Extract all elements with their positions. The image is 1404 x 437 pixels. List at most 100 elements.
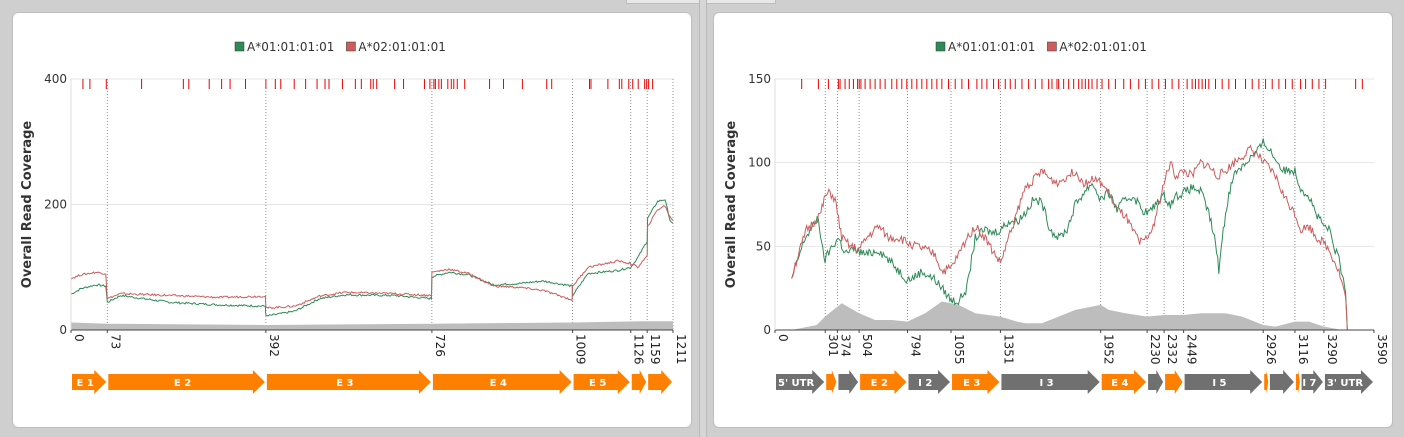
chart-legend: A*01:01:01:01 A*02:01:01:01 <box>935 40 1147 54</box>
feature-intron: I 3 <box>1001 370 1100 394</box>
intron-arrow <box>1001 370 1100 394</box>
coverage-line-series-1 <box>70 199 674 317</box>
legend-swatch <box>935 41 946 52</box>
x-tick-label: 1055 <box>952 334 966 365</box>
legend-swatch <box>234 41 245 52</box>
exon-arrow <box>1165 370 1183 394</box>
legend-label: A*02:01:01:01 <box>1059 40 1146 54</box>
exon-arrow <box>952 370 1000 394</box>
coverage-panel-right: A*01:01:01:01 A*02:01:01:01 0 50 100 150 Overa… <box>713 12 1393 428</box>
panel-splitter[interactable] <box>699 0 707 437</box>
feature-intron: I 5 <box>1184 370 1263 394</box>
y-axis-title: Overall Read Coverage <box>20 121 35 289</box>
intron-arrow <box>1269 370 1294 394</box>
x-tick-label: 1126 <box>632 334 646 365</box>
legend-swatch <box>346 41 356 52</box>
exon-arrow <box>1264 370 1269 394</box>
x-tick-label: 374 <box>838 334 852 357</box>
intron-arrow <box>1148 370 1164 394</box>
x-tick-label: 2926 <box>1264 334 1278 365</box>
intron-arrow <box>1184 370 1263 394</box>
feature-label: E 2 <box>871 378 888 389</box>
y-tick-label: 200 <box>44 198 67 212</box>
feature-intron: I 7 <box>1301 370 1323 394</box>
exon-arrow <box>648 370 672 394</box>
feature-label: E 3 <box>963 378 980 389</box>
total-coverage-area <box>71 321 673 330</box>
feature-label: I 3 <box>1039 378 1053 389</box>
intron-arrow <box>838 370 859 394</box>
exon-arrow <box>432 370 572 394</box>
chart-legend: A*01:01:01:01 A*02:01:01:01 <box>234 40 446 54</box>
x-tick-label: 2449 <box>1185 334 1199 365</box>
coverage-line-series-2 <box>70 205 674 310</box>
coverage-panel-left: A*01:01:01:01 A*02:01:01:01 0 200 400 Overall… <box>12 12 692 428</box>
feature-exon: E 5 <box>573 370 630 394</box>
feature-exon <box>1165 370 1183 394</box>
feature-exon: E 2 <box>860 370 907 394</box>
x-tick-label: 504 <box>860 334 874 357</box>
feature-label: I 7 <box>1302 378 1316 389</box>
x-tick-label: 2230 <box>1148 334 1162 365</box>
exon-arrow <box>72 370 107 394</box>
y-tick-label: 150 <box>748 72 771 86</box>
exon-arrow <box>860 370 907 394</box>
feature-label: E 4 <box>1111 378 1128 389</box>
x-tick-label: 301 <box>826 334 840 357</box>
x-tick-label: 1159 <box>648 334 662 365</box>
feature-exon <box>826 370 837 394</box>
feature-exon <box>1295 370 1300 394</box>
x-tick-label: 1952 <box>1102 334 1116 365</box>
y-tick-label: 50 <box>756 239 771 253</box>
x-tick-label: 392 <box>267 334 281 357</box>
feature-exon: E 4 <box>1101 370 1147 394</box>
feature-intron: 5' UTR <box>776 370 825 394</box>
feature-intron <box>838 370 859 394</box>
feature-exon <box>1264 370 1269 394</box>
x-tick-label: 726 <box>433 334 447 357</box>
legend-label: A*01:01:01:01 <box>948 40 1035 54</box>
intron-arrow <box>1301 370 1323 394</box>
feature-exon: E 1 <box>72 370 107 394</box>
feature-label: E 4 <box>490 378 507 389</box>
x-tick-label: 1211 <box>674 334 688 365</box>
exon-arrow <box>573 370 630 394</box>
exon-arrow <box>631 370 647 394</box>
feature-label: E 5 <box>589 378 606 389</box>
coverage-chart-right: A*01:01:01:01 A*02:01:01:01 0 50 100 150 Overa… <box>724 40 1389 394</box>
exon-arrow <box>826 370 837 394</box>
x-tick-label: 0 <box>72 334 86 342</box>
intron-arrow <box>908 370 951 394</box>
feature-label: I 5 <box>1212 378 1226 389</box>
x-tick-label: 73 <box>108 334 122 349</box>
intron-arrow <box>776 370 825 394</box>
feature-exon: E 4 <box>432 370 572 394</box>
feature-label: I 2 <box>918 378 932 389</box>
feature-label: E 2 <box>174 378 191 389</box>
intron-arrow <box>1324 370 1373 394</box>
feature-exon: E 3 <box>266 370 431 394</box>
feature-label: E 1 <box>77 378 94 389</box>
y-tick-label: 0 <box>59 323 67 337</box>
x-tick-label: 794 <box>908 334 922 357</box>
x-tick-label: 3590 <box>1375 334 1389 365</box>
y-tick-label: 100 <box>748 156 771 170</box>
legend-label: A*01:01:01:01 <box>247 40 334 54</box>
x-tick-label: 1351 <box>1001 334 1015 365</box>
legend-swatch <box>1047 41 1057 52</box>
exon-arrow <box>266 370 431 394</box>
total-coverage-area <box>775 301 1374 330</box>
coverage-line-series-1 <box>791 138 1348 331</box>
feature-exon <box>631 370 647 394</box>
exon-arrow <box>108 370 265 394</box>
feature-label: E 3 <box>336 378 353 389</box>
feature-exon <box>648 370 672 394</box>
feature-label: 5' UTR <box>778 378 814 389</box>
feature-intron: I 2 <box>908 370 951 394</box>
feature-label: 3' UTR <box>1327 378 1363 389</box>
exon-arrow <box>1101 370 1147 394</box>
feature-intron: 3' UTR <box>1324 370 1373 394</box>
x-tick-label: 1009 <box>574 334 588 365</box>
x-tick-label: 3116 <box>1296 334 1310 365</box>
y-tick-label: 0 <box>763 323 771 337</box>
